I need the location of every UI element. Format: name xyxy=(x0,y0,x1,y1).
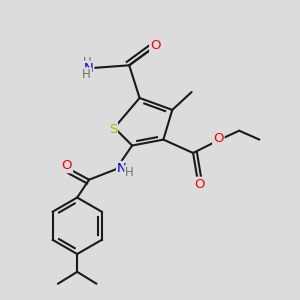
Text: N: N xyxy=(117,162,127,175)
Text: O: O xyxy=(213,132,224,145)
Text: O: O xyxy=(61,159,72,172)
Text: H: H xyxy=(125,166,134,179)
Text: O: O xyxy=(194,178,204,191)
Text: H: H xyxy=(83,56,92,69)
Text: H: H xyxy=(82,68,91,81)
Text: O: O xyxy=(150,40,160,52)
Text: N: N xyxy=(84,62,93,75)
Text: S: S xyxy=(109,123,117,136)
